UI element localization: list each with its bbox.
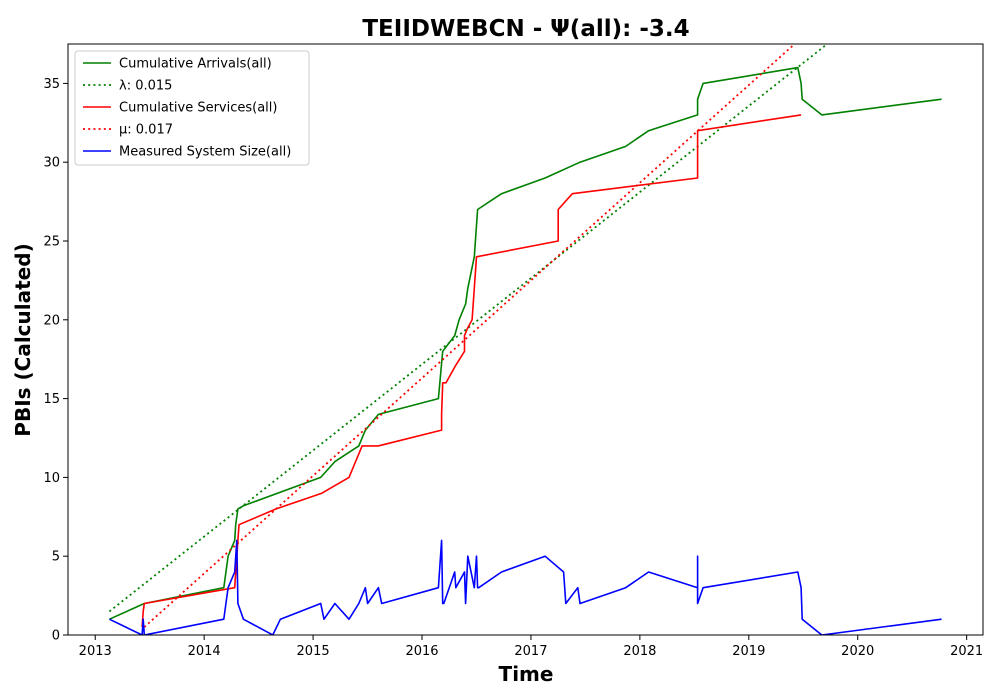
chart-title: TEIIDWEBCN - Ψ(all): -3.4 bbox=[362, 16, 689, 42]
legend-entry-cumulative-services-all: Cumulative Services(all) bbox=[119, 101, 277, 116]
legend-entry-measured-system-size-all: Measured System Size(all) bbox=[119, 145, 291, 160]
x-tick-label: 2016 bbox=[405, 644, 438, 659]
y-tick-label: 25 bbox=[43, 235, 60, 250]
y-axis: 0 5 10 15 20 25 30 35 bbox=[43, 77, 68, 644]
x-tick-label: 2013 bbox=[79, 644, 112, 659]
legend: Cumulative Arrivals(all) λ: 0.015 Cumulati… bbox=[74, 50, 310, 166]
x-axis: 2013 2014 2015 2016 2017 2018 2019 2020 2021 bbox=[79, 635, 983, 659]
series-line-1 bbox=[109, 66, 942, 620]
series-line-5 bbox=[109, 539, 942, 635]
y-tick-label: 0 bbox=[52, 629, 60, 644]
y-axis-label: PBIs (Calculated) bbox=[11, 243, 35, 436]
legend-entry-0-017: μ: 0.017 bbox=[119, 123, 173, 138]
x-tick-label: 2017 bbox=[514, 644, 547, 659]
x-tick-label: 2021 bbox=[950, 644, 983, 659]
x-tick-label: 2015 bbox=[297, 644, 330, 659]
x-axis-label: Time bbox=[499, 662, 554, 686]
plot-area bbox=[108, 44, 942, 635]
series-line-3 bbox=[141, 114, 802, 628]
legend-entry-cumulative-arrivals-all: Cumulative Arrivals(all) bbox=[119, 57, 272, 72]
legend-box bbox=[74, 50, 310, 166]
legend-entry-0-015: λ: 0.015 bbox=[119, 79, 172, 94]
x-tick-label: 2019 bbox=[732, 644, 765, 659]
y-tick-label: 15 bbox=[43, 392, 60, 407]
y-tick-label: 10 bbox=[43, 471, 60, 486]
y-tick-label: 5 bbox=[52, 550, 60, 565]
y-tick-label: 35 bbox=[43, 77, 60, 92]
series-line-2 bbox=[108, 44, 828, 613]
x-tick-label: 2014 bbox=[188, 644, 221, 659]
y-tick-label: 20 bbox=[43, 313, 60, 328]
x-tick-label: 2020 bbox=[841, 644, 874, 659]
x-tick-label: 2018 bbox=[623, 644, 656, 659]
plot-frame bbox=[67, 43, 984, 636]
y-tick-label: 30 bbox=[43, 156, 60, 171]
